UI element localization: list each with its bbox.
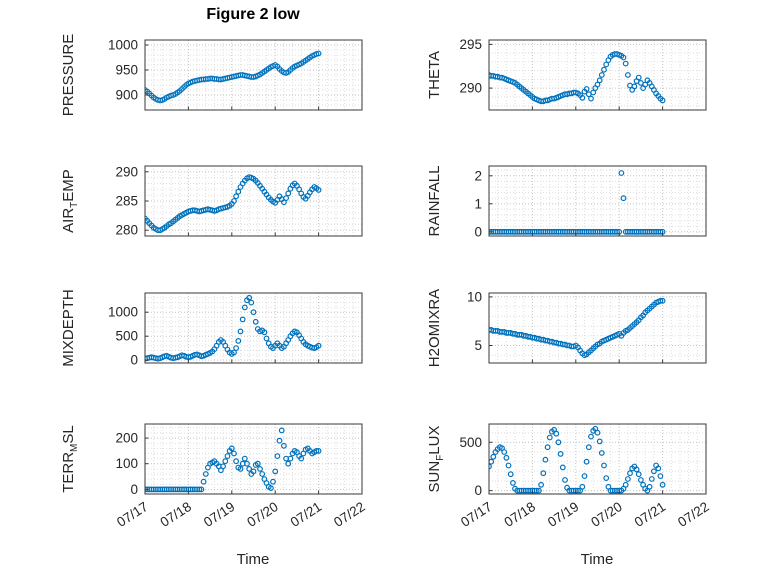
tick-marks (488, 296, 707, 363)
subplot-mixdepth: 0 500 1000 (108, 292, 363, 368)
series-sun-flux (489, 425, 666, 494)
axes-border (488, 165, 707, 237)
y-tick-label: 1000 (108, 38, 138, 53)
tick-marks (144, 44, 363, 110)
minor-grid (489, 293, 706, 363)
axes-border (488, 423, 707, 495)
y-tick-label: 10 (467, 289, 482, 304)
major-grid (145, 40, 362, 110)
ylabel-text: RAINFALL (426, 165, 443, 237)
x-tick-label: 07/17 (114, 499, 151, 530)
ylabel-subscript: M (69, 443, 80, 452)
y-tick-label: 0 (130, 353, 138, 368)
ylabel-text: PRESSURE (60, 33, 77, 117)
y-tick-label: 0 (130, 482, 138, 497)
ylabel-terr-msl: TERRMSL (60, 374, 80, 544)
tick-marks (488, 175, 707, 236)
series-rainfall (489, 170, 666, 235)
series-theta (489, 51, 666, 105)
y-tick-label: 5 (474, 338, 482, 353)
x-tick-label: 07/20 (244, 499, 281, 530)
x-tick-label: 07/22 (331, 499, 368, 530)
subplot-air-temp: 280 285 290 (115, 164, 363, 238)
figure-title: Figure 2 low (206, 6, 300, 23)
ylabel-text: H2OMIXRA (426, 288, 443, 368)
tick-marks (144, 437, 363, 494)
axes-border (144, 39, 363, 111)
x-tick-label: 07/17 (458, 499, 495, 530)
ylabel-text: AIR (60, 207, 77, 233)
x-tick-label: 07/18 (158, 499, 195, 530)
ylabel-subscript: F (435, 454, 446, 461)
y-tick-label: 2 (474, 168, 482, 183)
ylabel-text: LUX (426, 425, 443, 455)
x-tick-label: 07/21 (632, 499, 669, 530)
ylabel-subscript: T (69, 201, 80, 208)
subplot-rainfall: 0 1 2 (474, 165, 707, 239)
y-tick-label: 285 (115, 194, 138, 209)
x-axis-label-right: Time (580, 551, 614, 568)
major-grid (145, 293, 362, 363)
series-air-temp (145, 174, 322, 234)
y-tick-label: 500 (459, 435, 482, 450)
tick-marks (488, 441, 707, 494)
x-tick-label: 07/21 (288, 499, 325, 530)
y-tick-label: 0 (474, 224, 482, 239)
ylabel-text: SUN (426, 460, 443, 493)
series-pressure (145, 50, 322, 104)
y-tick-label: 295 (459, 37, 482, 52)
tick-marks (488, 43, 707, 110)
x-tick-label: 07/18 (502, 499, 539, 530)
y-tick-label: 1 (474, 196, 482, 211)
y-tick-label: 950 (115, 63, 138, 78)
series-h2omixra (489, 297, 666, 359)
ylabel-text: THETA (426, 50, 443, 100)
ylabel-text: SL (60, 425, 77, 444)
y-tick-label: 0 (474, 483, 482, 498)
axes-border (488, 39, 707, 111)
y-tick-label: 1000 (108, 305, 138, 320)
minor-grid (489, 40, 706, 110)
series-terr-msl (145, 427, 322, 493)
subplot-pressure: 900 950 1000 (108, 38, 363, 111)
ylabel-sun-flux: SUNFLUX (426, 374, 446, 544)
x-tick-label: 07/20 (588, 499, 625, 530)
y-tick-label: 900 (115, 88, 138, 103)
x-tick-label: 07/19 (545, 499, 582, 530)
y-tick-label: 290 (115, 164, 138, 179)
minor-grid (489, 424, 706, 494)
x-tick-label: 07/19 (201, 499, 238, 530)
y-tick-label: 200 (115, 431, 138, 446)
tick-marks (144, 311, 363, 363)
minor-grid (145, 424, 362, 494)
axes-border (144, 423, 363, 495)
x-tick-label: 07/22 (675, 499, 712, 530)
subplot-sun-flux: 0 500 07/17 07/18 07/19 07/20 07/21 07/22 (458, 423, 712, 530)
subplot-h2omixra: 5 10 (467, 289, 707, 364)
minor-grid (489, 166, 706, 236)
subplot-terr-msl: 0 100 200 07/17 07/18 07/19 07/20 07/21 07/22 (114, 423, 368, 530)
y-tick-label: 100 (115, 456, 138, 471)
y-tick-label: 280 (115, 223, 138, 238)
y-tick-label: 290 (459, 81, 482, 96)
series-mixdepth (145, 294, 322, 362)
ylabel-text: MIXDEPTH (60, 289, 77, 367)
ylabel-text: EMP (60, 169, 77, 202)
x-axis-label-left: Time (236, 551, 270, 568)
subplot-theta: 290 295 (459, 37, 707, 111)
major-grid (145, 166, 362, 236)
ylabel-text: TERR (60, 451, 77, 493)
tick-marks (144, 171, 363, 236)
axes-border (488, 292, 707, 364)
axes-border (144, 292, 363, 364)
y-tick-label: 500 (115, 329, 138, 344)
minor-grid (145, 293, 362, 363)
